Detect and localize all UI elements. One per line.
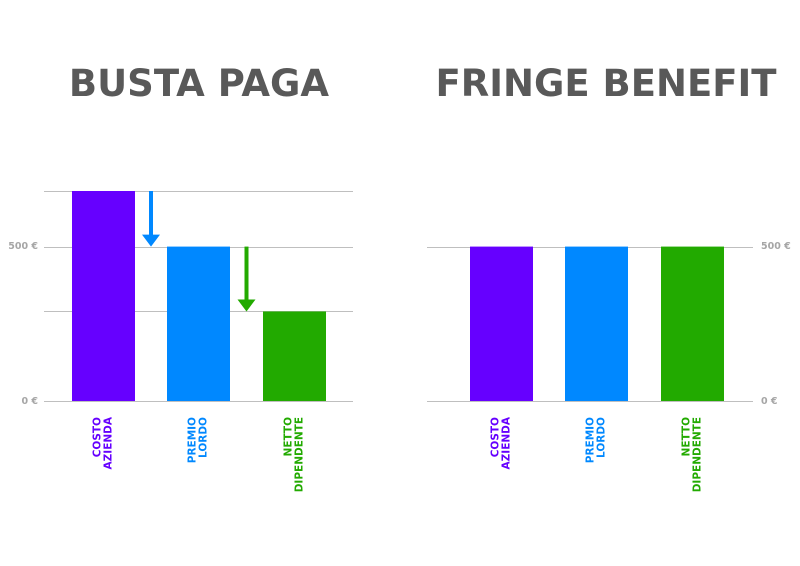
bar-premio — [167, 246, 230, 401]
category-label: NETTODIPENDENTE — [283, 417, 306, 492]
bar-premio — [565, 246, 628, 401]
chart-fringe-benefit: FRINGE BENEFIT 500 € 0 € COSTOAZIENDA PRE… — [427, 62, 791, 492]
y-tick-label: 0 € — [21, 396, 38, 407]
arrow-down-icon — [237, 246, 256, 312]
bars — [470, 246, 724, 401]
y-tick-label: 500 € — [761, 241, 791, 252]
chart-title: FRINGE BENEFIT — [435, 62, 777, 105]
category-label: PREMIOLORDO — [187, 417, 210, 463]
bar-costo — [72, 191, 135, 401]
bar-costo — [470, 246, 533, 401]
chart-title: BUSTA PAGA — [69, 62, 330, 105]
chart-busta-paga: BUSTA PAGA 500 € 0 € COSTOAZIENDA PREMIOL… — [8, 62, 353, 492]
category-labels: COSTOAZIENDA PREMIOLORDO NETTODIPENDENTE — [92, 416, 306, 492]
category-label: NETTODIPENDENTE — [681, 417, 704, 492]
y-tick-label: 500 € — [8, 241, 38, 252]
bar-netto — [661, 246, 724, 401]
bar-netto — [263, 311, 326, 401]
bars — [72, 191, 326, 401]
y-tick-label: 0 € — [761, 396, 778, 407]
category-label: PREMIOLORDO — [585, 417, 608, 463]
arrow-down-icon — [142, 191, 160, 247]
arrows — [142, 191, 256, 312]
category-labels: COSTOAZIENDA PREMIOLORDO NETTODIPENDENTE — [490, 416, 704, 492]
category-label: COSTOAZIENDA — [490, 416, 513, 469]
category-label: COSTOAZIENDA — [92, 416, 115, 469]
